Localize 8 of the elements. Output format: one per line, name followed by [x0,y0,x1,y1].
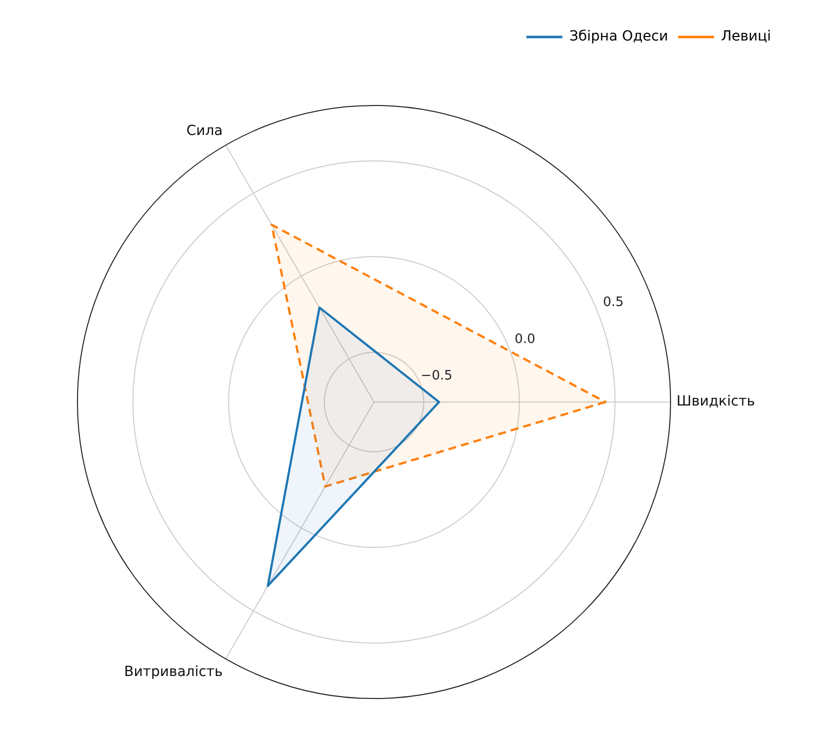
y-tick-label: −0.5 [420,368,452,384]
spoke-label: Витривалість [124,664,223,680]
spoke-label: Швидкість [676,394,756,410]
legend-label: Збірна Одеси [569,28,668,45]
spoke-label: Сила [186,123,223,140]
legend-label: Левиці [721,28,772,45]
y-tick-label: 0.0 [514,332,536,347]
y-tick-label: 0.5 [603,295,624,310]
